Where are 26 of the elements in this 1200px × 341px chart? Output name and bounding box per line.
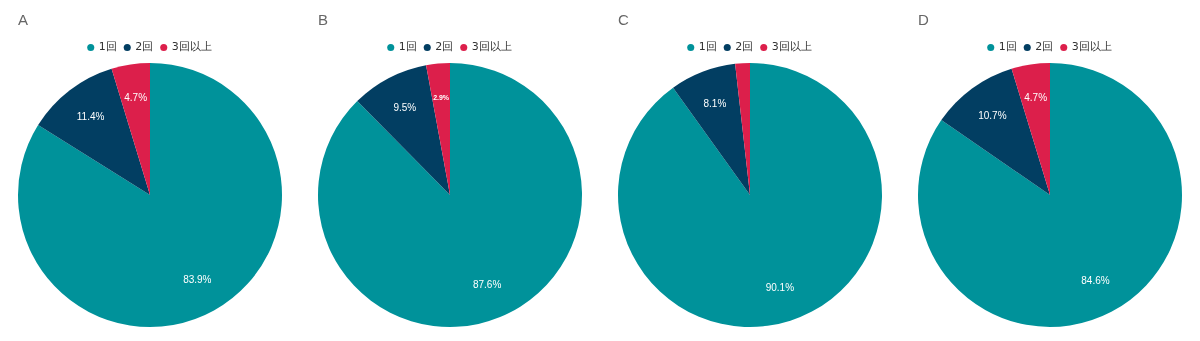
legend-label: 1回: [698, 40, 717, 54]
chart-title: D: [918, 11, 929, 29]
data-label: 10.7%: [978, 109, 1007, 121]
data-label: 11.4%: [76, 111, 105, 123]
chart-title: B: [318, 11, 329, 29]
legend-label: 3回以上: [471, 40, 512, 54]
legend-label: 3回以上: [771, 40, 812, 54]
chart-title: A: [18, 11, 29, 29]
legend-label: 1回: [998, 40, 1017, 54]
legend-label: 1回: [398, 40, 417, 54]
data-label: 83.9%: [183, 274, 212, 286]
data-label: 87.6%: [472, 279, 502, 291]
data-label: 4.7%: [1024, 92, 1048, 104]
legend-label: 2回: [735, 40, 754, 54]
data-label: 8.1%: [703, 97, 727, 109]
legend-label: 2回: [435, 40, 454, 54]
legend-label: 3回以上: [171, 40, 212, 54]
legend-label: 1回: [98, 40, 117, 54]
legend-label: 2回: [135, 40, 154, 54]
data-label: 90.1%: [765, 281, 795, 293]
legend-label: 2回: [1035, 40, 1054, 54]
data-label: 9.5%: [393, 102, 417, 114]
data-label: 4.7%: [124, 92, 148, 104]
chart-title: C: [618, 11, 629, 29]
data-label: 84.6%: [1081, 275, 1110, 287]
legend-label: 3回以上: [1071, 40, 1112, 54]
